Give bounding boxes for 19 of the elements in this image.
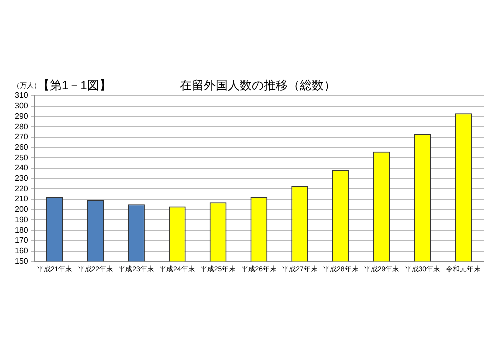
y-tick-label: 180 xyxy=(14,226,29,235)
y-tick-label: 190 xyxy=(14,215,29,224)
y-tick-label: 310 xyxy=(14,91,29,100)
y-tick-label: 240 xyxy=(14,164,29,173)
y-tick-label: 170 xyxy=(14,236,29,246)
y-tick-label: 300 xyxy=(14,102,29,111)
y-tick-label: 160 xyxy=(14,246,29,256)
y-tick-label: 290 xyxy=(14,112,29,121)
y-tick-label: 230 xyxy=(14,174,29,184)
y-tick-label: 250 xyxy=(14,153,29,162)
y-tick-label: 210 xyxy=(14,194,29,204)
y-tick-label: 150 xyxy=(14,256,29,266)
y-tick-label: 270 xyxy=(14,132,29,142)
y-tick-label: 200 xyxy=(14,205,29,214)
y-tick-label: 280 xyxy=(14,122,29,132)
y-tick-label: 220 xyxy=(14,184,29,194)
text: 【第1－1図】 xyxy=(38,78,112,92)
chart-title: 在留外国人数の推移（総数） xyxy=(180,78,336,92)
y-tick-label: 260 xyxy=(14,142,29,152)
